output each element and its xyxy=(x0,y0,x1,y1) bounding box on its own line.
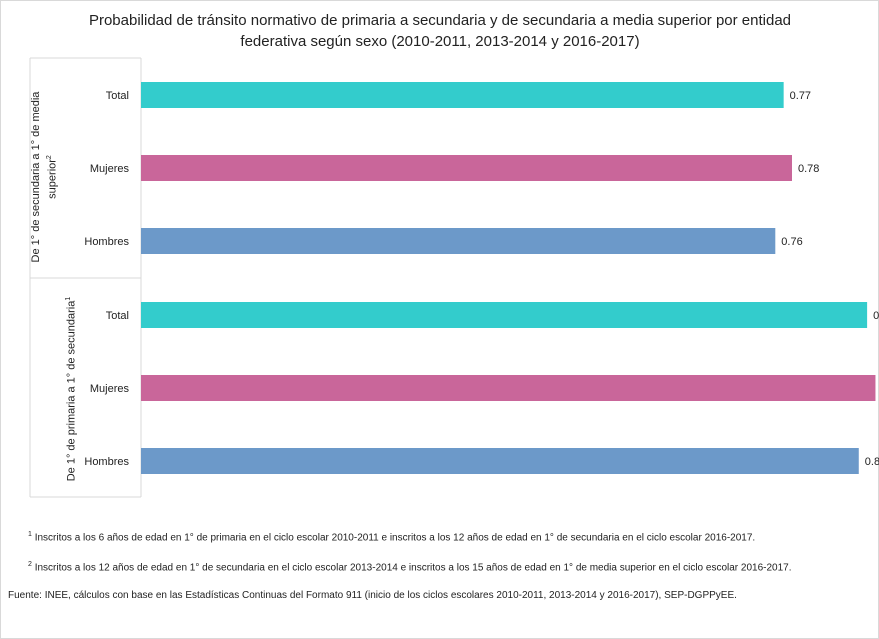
category-label-2-mujeres: Mujeres xyxy=(90,383,130,395)
bar-2-hombres xyxy=(141,448,859,474)
footnote-1-text: Inscritos a los 6 años de edad en 1° de … xyxy=(34,532,756,544)
bar-1-total xyxy=(141,82,784,108)
chart-title-line-1: Probabilidad de tránsito normativo de pr… xyxy=(88,12,792,29)
footnote-2-text: Inscritos a los 12 años de edad en 1° de… xyxy=(34,562,792,574)
group-label-primaria-secundaria-sup: 1 xyxy=(64,296,72,301)
chart-title-line-2: federativa según sexo (2010-2011, 2013-2… xyxy=(240,33,640,50)
footnote-2: 2 Inscritos a los 12 años de edad en 1° … xyxy=(28,561,792,573)
bar-chart: Total 0.77 Mujeres 0.78 Hombres 0.76 Total 0.87… xyxy=(29,57,879,498)
group-label-secundaria-media-sup: 2 xyxy=(46,155,54,160)
bar-1-hombres xyxy=(141,228,776,254)
group-label-primaria-secundaria-text: De 1° de primaria a 1° de secundaria xyxy=(65,300,78,482)
chart-title: Probabilidad de tránsito normativo de pr… xyxy=(60,10,820,52)
bar-2-total xyxy=(141,302,868,328)
data-label-1-total: 0.77 xyxy=(790,90,811,102)
group-label-secundaria-media: De 1° de secundaria a 1° de media superi… xyxy=(30,77,60,277)
bar-1-mujeres xyxy=(141,155,792,181)
category-label-1-total: Total xyxy=(106,90,129,102)
category-label-2-hombres: Hombres xyxy=(84,456,129,468)
footnote-1: 1 Inscritos a los 6 años de edad en 1° d… xyxy=(28,531,755,543)
data-label-1-mujeres: 0.78 xyxy=(798,163,819,175)
category-label-1-hombres: Hombres xyxy=(84,236,129,248)
data-label-1-hombres: 0.76 xyxy=(781,236,802,248)
group-label-secundaria-media-text: De 1° de secundaria a 1° de media superi… xyxy=(30,91,59,263)
footnote-1-mark: 1 xyxy=(28,531,32,538)
source-note: Fuente: INEE, cálculos con base en las E… xyxy=(8,590,737,601)
bar-2-mujeres xyxy=(141,375,876,401)
footnote-2-mark: 2 xyxy=(28,561,32,568)
data-label-2-hombres: 0.86 xyxy=(865,456,879,468)
data-label-2-total: 0.87 xyxy=(873,310,879,322)
category-label-1-mujeres: Mujeres xyxy=(90,163,130,175)
group-label-primaria-secundaria: De 1° de primaria a 1° de secundaria1 xyxy=(60,289,80,489)
category-label-2-total: Total xyxy=(106,310,129,322)
